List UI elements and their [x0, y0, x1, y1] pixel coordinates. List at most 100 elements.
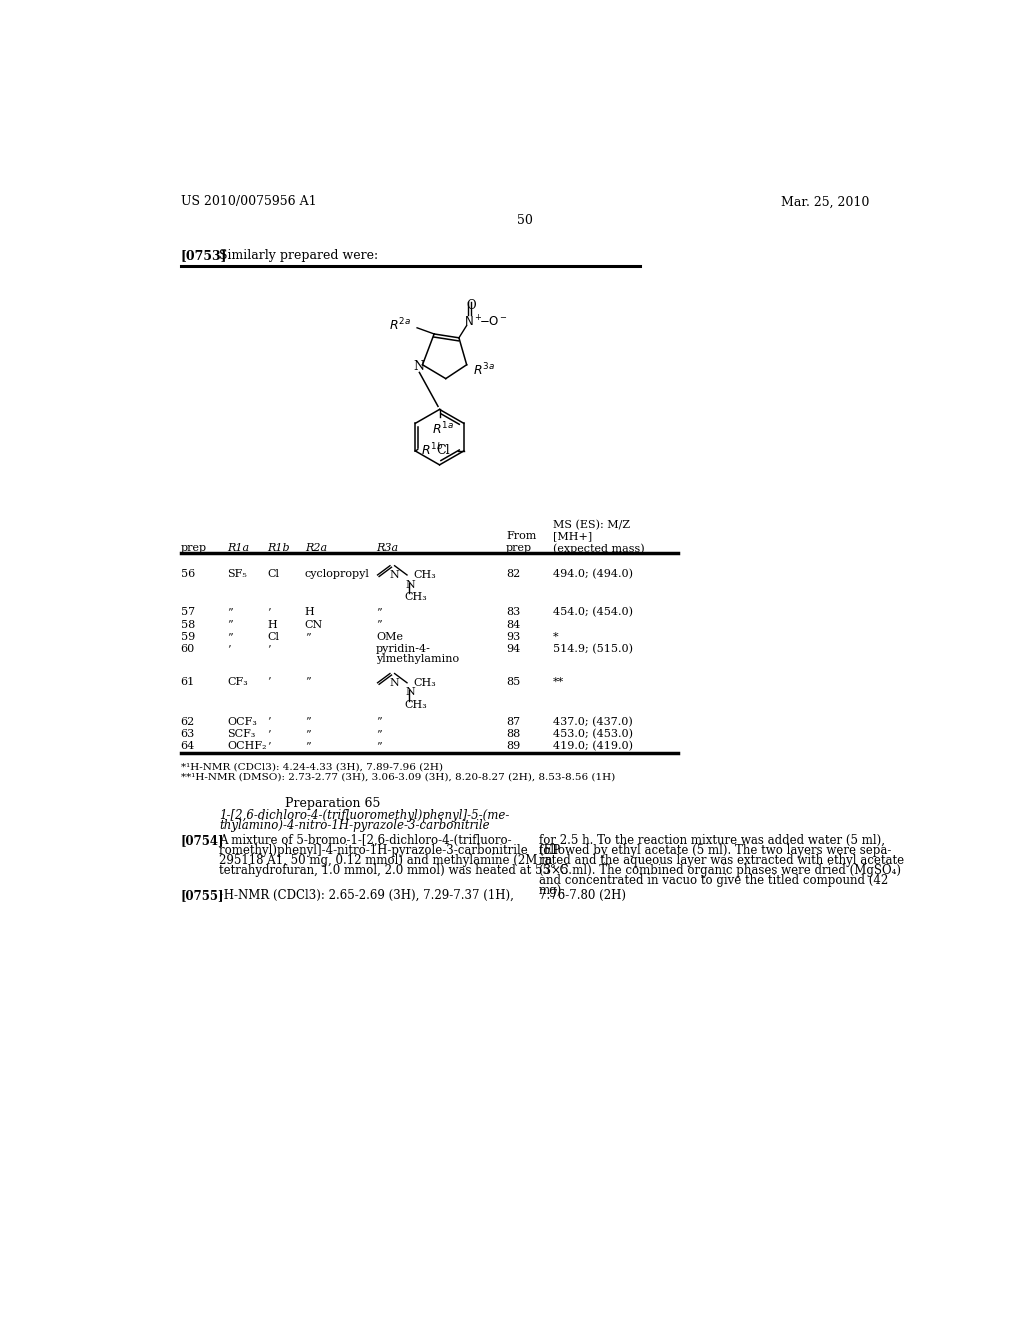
Text: [0754]: [0754] [180, 834, 224, 846]
Text: ”: ” [376, 742, 382, 751]
Text: prep: prep [506, 544, 532, 553]
Text: Cl: Cl [267, 632, 280, 642]
Text: (3×5 ml). The combined organic phases were dried (MgSO₄): (3×5 ml). The combined organic phases we… [539, 863, 901, 876]
Text: SF₅: SF₅ [227, 569, 247, 578]
Text: 89: 89 [506, 742, 520, 751]
Text: 57: 57 [180, 607, 195, 618]
Text: cyclopropyl: cyclopropyl [305, 569, 370, 578]
Text: R3a: R3a [376, 544, 398, 553]
Text: ”: ” [227, 632, 232, 642]
Text: H: H [305, 607, 314, 618]
Text: tetrahydrofuran, 1.0 mmol, 2.0 mmol) was heated at 55° C.: tetrahydrofuran, 1.0 mmol, 2.0 mmol) was… [219, 863, 572, 876]
Text: From: From [506, 531, 537, 541]
Text: ’: ’ [267, 717, 271, 726]
Text: 64: 64 [180, 742, 195, 751]
Text: ’: ’ [267, 729, 271, 739]
Text: CH₃: CH₃ [404, 591, 427, 602]
Text: $\mathrm{-O^-}$: $\mathrm{-O^-}$ [479, 314, 508, 327]
Text: CH₃: CH₃ [404, 700, 427, 710]
Text: 50: 50 [517, 214, 532, 227]
Text: Similarly prepared were:: Similarly prepared were: [219, 249, 379, 263]
Text: ’: ’ [267, 607, 271, 618]
Text: R1b: R1b [267, 544, 290, 553]
Text: $\mathrm{N^+}$: $\mathrm{N^+}$ [464, 314, 482, 330]
Text: 514.9; (515.0): 514.9; (515.0) [553, 644, 633, 655]
Text: 59: 59 [180, 632, 195, 642]
Text: 88: 88 [506, 729, 520, 739]
Text: $R^{1b}$: $R^{1b}$ [421, 442, 443, 458]
Text: OCHF₂: OCHF₂ [227, 742, 266, 751]
Text: prep: prep [180, 544, 207, 553]
Text: thylamino)-4-nitro-1H-pyrazole-3-carbonitrile: thylamino)-4-nitro-1H-pyrazole-3-carboni… [219, 818, 490, 832]
Text: 60: 60 [180, 644, 195, 655]
Text: 83: 83 [506, 607, 520, 618]
Text: ”: ” [305, 677, 310, 686]
Text: pyridin-4-: pyridin-4- [376, 644, 431, 655]
Text: OCF₃: OCF₃ [227, 717, 257, 726]
Text: 62: 62 [180, 717, 195, 726]
Text: Mar. 25, 2010: Mar. 25, 2010 [780, 195, 869, 209]
Text: ”: ” [305, 632, 310, 642]
Text: 454.0; (454.0): 454.0; (454.0) [553, 607, 633, 618]
Text: ”: ” [376, 717, 382, 726]
Text: and concentrated in vacuo to give the titled compound (42: and concentrated in vacuo to give the ti… [539, 874, 888, 887]
Text: ’: ’ [267, 677, 271, 686]
Text: CF₃: CF₃ [227, 677, 248, 686]
Text: *: * [553, 632, 558, 642]
Text: MS (ES): M/Z: MS (ES): M/Z [553, 520, 630, 531]
Text: 295118 A1, 50 mg, 0.12 mmol) and methylamine (2M in: 295118 A1, 50 mg, 0.12 mmol) and methyla… [219, 854, 553, 867]
Text: mg).: mg). [539, 884, 565, 896]
Text: $R^{3a}$: $R^{3a}$ [473, 362, 495, 379]
Text: OMe: OMe [376, 632, 403, 642]
Text: Preparation 65: Preparation 65 [285, 797, 380, 809]
Text: 419.0; (419.0): 419.0; (419.0) [553, 742, 633, 751]
Text: [0755]: [0755] [180, 890, 224, 902]
Text: N: N [390, 570, 399, 581]
Text: rated and the aqueous layer was extracted with ethyl acetate: rated and the aqueous layer was extracte… [539, 854, 904, 867]
Text: [MH+]: [MH+] [553, 531, 592, 541]
Text: O: O [467, 300, 476, 313]
Text: SCF₃: SCF₃ [227, 729, 256, 739]
Text: (expected mass): (expected mass) [553, 544, 644, 554]
Text: N: N [406, 579, 415, 590]
Text: ”: ” [376, 607, 382, 618]
Text: A mixture of 5-bromo-1-[2,6-dichloro-4-(trifluoro-: A mixture of 5-bromo-1-[2,6-dichloro-4-(… [219, 834, 512, 846]
Text: 1-[2,6-dichloro-4-(trifluoromethyl)phenyl]-5-(me-: 1-[2,6-dichloro-4-(trifluoromethyl)pheny… [219, 809, 510, 822]
Text: CH₃: CH₃ [414, 570, 436, 581]
Text: H: H [267, 619, 278, 630]
Text: R1a: R1a [227, 544, 249, 553]
Text: ”: ” [227, 619, 232, 630]
Text: 58: 58 [180, 619, 195, 630]
Text: 63: 63 [180, 729, 195, 739]
Text: US 2010/0075956 A1: US 2010/0075956 A1 [180, 195, 316, 209]
Text: Cl: Cl [267, 569, 280, 578]
Text: ’: ’ [227, 644, 230, 655]
Text: romethyl)phenyl]-4-nitro-1H-pyrazole-3-carbonitrile   (EP: romethyl)phenyl]-4-nitro-1H-pyrazole-3-c… [219, 843, 560, 857]
Text: for 2.5 h. To the reaction mixture was added water (5 ml),: for 2.5 h. To the reaction mixture was a… [539, 834, 885, 846]
Text: ”: ” [376, 619, 382, 630]
Text: ’: ’ [267, 742, 271, 751]
Text: 87: 87 [506, 717, 520, 726]
Text: ylmethylamino: ylmethylamino [376, 655, 459, 664]
Text: 85: 85 [506, 677, 520, 686]
Text: **: ** [553, 677, 564, 686]
Text: 82: 82 [506, 569, 520, 578]
Text: 84: 84 [506, 619, 520, 630]
Text: 453.0; (453.0): 453.0; (453.0) [553, 729, 633, 739]
Text: $R^{1a}$: $R^{1a}$ [432, 420, 454, 437]
Text: N: N [414, 360, 424, 374]
Text: **¹H-NMR (DMSO): 2.73-2.77 (3H), 3.06-3.09 (3H), 8.20-8.27 (2H), 8.53-8.56 (1H): **¹H-NMR (DMSO): 2.73-2.77 (3H), 3.06-3.… [180, 772, 615, 781]
Text: followed by ethyl acetate (5 ml). The two layers were sepa-: followed by ethyl acetate (5 ml). The tw… [539, 843, 891, 857]
Text: ”: ” [376, 729, 382, 739]
Text: ”: ” [305, 742, 310, 751]
Text: CH₃: CH₃ [414, 678, 436, 688]
Text: 94: 94 [506, 644, 520, 655]
Text: ”: ” [305, 729, 310, 739]
Text: CN: CN [305, 619, 323, 630]
Text: [0753]: [0753] [180, 249, 227, 263]
Text: 56: 56 [180, 569, 195, 578]
Text: N: N [406, 688, 415, 697]
Text: 7.76-7.80 (2H): 7.76-7.80 (2H) [539, 890, 626, 902]
Text: 437.0; (437.0): 437.0; (437.0) [553, 717, 633, 727]
Text: ”: ” [305, 717, 310, 726]
